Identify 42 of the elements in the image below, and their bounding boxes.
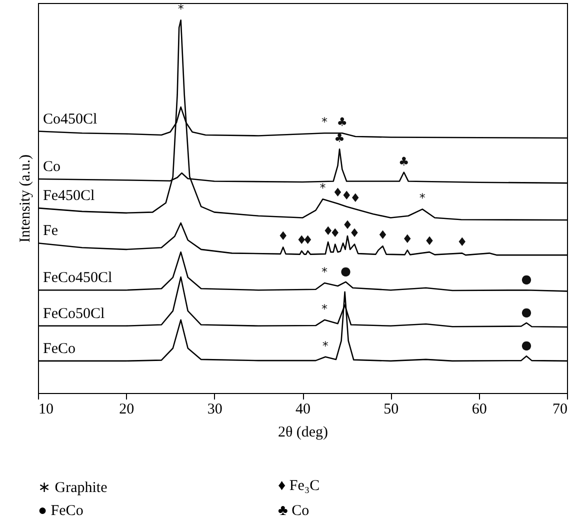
annotation: * bbox=[419, 191, 426, 206]
annotation: ♣ bbox=[398, 154, 410, 168]
annotation: ♦ bbox=[350, 191, 361, 206]
text: ♣ Co bbox=[278, 503, 310, 520]
annotation: * bbox=[322, 302, 328, 316]
annotation: * bbox=[322, 338, 328, 353]
annotation: ♣ bbox=[336, 115, 348, 130]
annotation: * bbox=[322, 265, 328, 280]
annotation: ● bbox=[521, 272, 532, 286]
annotation: * bbox=[320, 181, 326, 196]
series-label: Co bbox=[43, 159, 61, 176]
series-label: Fe bbox=[43, 223, 58, 240]
annotation: ♦ bbox=[424, 234, 435, 248]
annotation: * bbox=[178, 2, 184, 16]
x-tick-label: 50 bbox=[384, 402, 399, 418]
annotation: ● bbox=[521, 338, 532, 352]
text: ● FeCo bbox=[38, 503, 84, 520]
annotation: * bbox=[322, 115, 328, 130]
x-axis-title: 2θ (deg) bbox=[278, 424, 328, 440]
x-tick-label: 40 bbox=[296, 402, 310, 418]
annotation: ♦ bbox=[341, 188, 352, 203]
x-tick-label: 10 bbox=[38, 402, 54, 418]
annotation: ♦ bbox=[456, 235, 468, 250]
text: ∗ Graphite bbox=[38, 479, 108, 497]
text: ♦ Fe₃C bbox=[278, 478, 320, 495]
series-label: FeCo50Cl bbox=[43, 306, 105, 322]
annotation: ♦ bbox=[332, 186, 344, 200]
series-label: FeCo450Cl bbox=[43, 270, 112, 286]
annotation: ● bbox=[521, 304, 532, 319]
series-label: FeCo bbox=[43, 341, 76, 358]
annotation: ♣ bbox=[334, 131, 345, 146]
annotation: ● bbox=[340, 264, 351, 278]
x-tick-label: 30 bbox=[207, 402, 222, 418]
x-tick-label: 60 bbox=[472, 402, 487, 418]
series-label: Co450Cl bbox=[43, 111, 98, 128]
x-tick-label: 70 bbox=[552, 402, 568, 418]
y-axis-title: Intensity (a.u.) bbox=[18, 154, 34, 242]
series-label: Fe450Cl bbox=[43, 188, 95, 204]
annotation: ♦ bbox=[278, 229, 288, 244]
annotation: ♦ bbox=[402, 232, 413, 246]
annotation: ♦ bbox=[377, 228, 388, 242]
x-tick-label: 20 bbox=[119, 402, 134, 418]
